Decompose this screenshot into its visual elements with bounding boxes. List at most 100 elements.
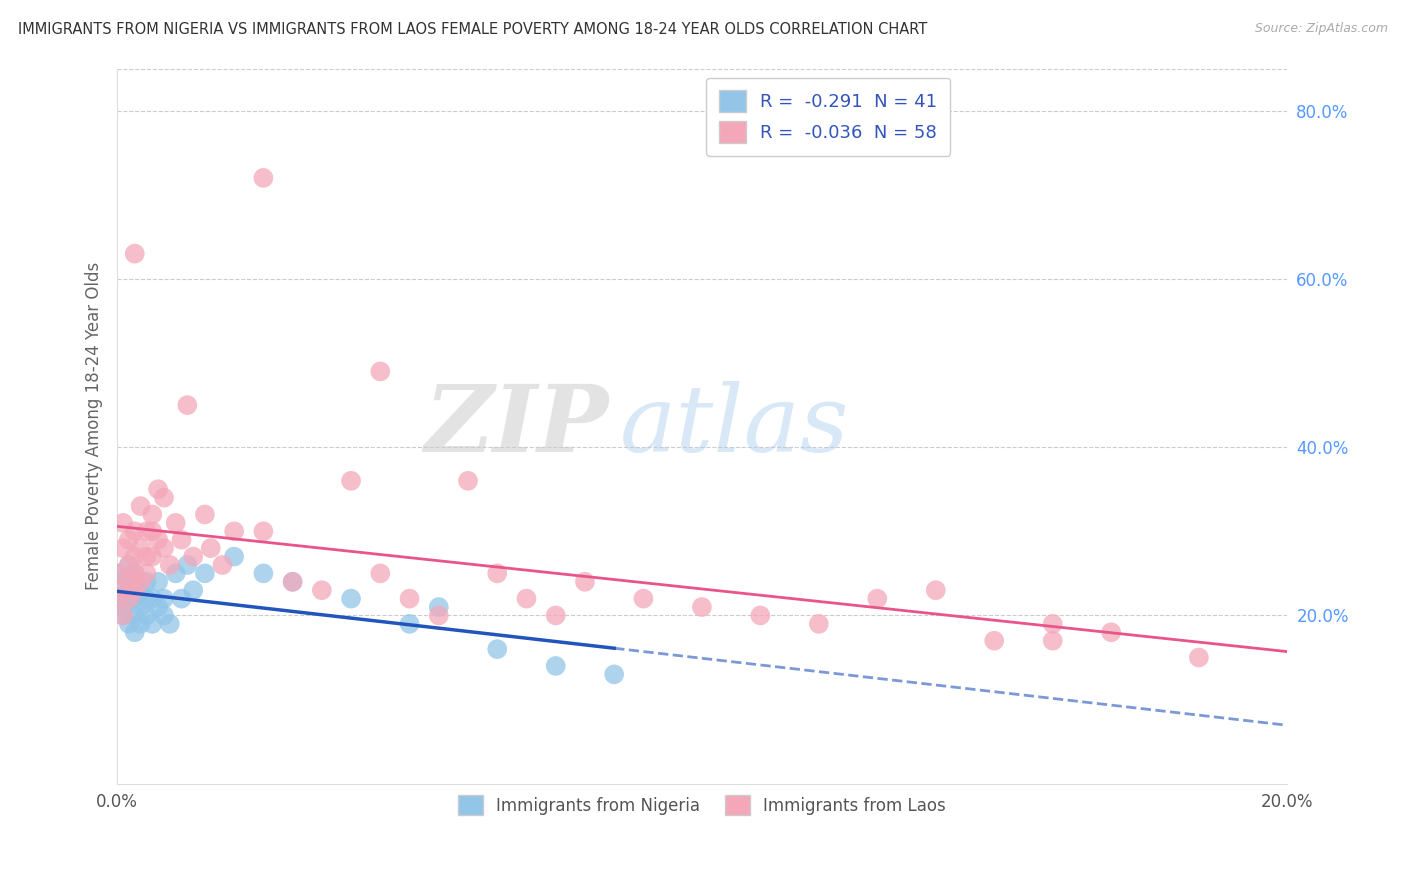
Point: [146, 482, 169, 496]
Point: [176, 558, 198, 572]
Point: [146, 533, 169, 547]
Point: [124, 246, 146, 260]
Point: [153, 608, 176, 623]
Point: [129, 600, 152, 615]
Point: [368, 364, 391, 378]
Point: [176, 398, 198, 412]
Point: [224, 549, 246, 564]
Point: [153, 591, 176, 606]
Point: [124, 625, 146, 640]
Point: [340, 474, 363, 488]
Point: [1042, 633, 1064, 648]
Point: [135, 574, 157, 589]
Point: [544, 659, 567, 673]
Legend: Immigrants from Nigeria, Immigrants from Laos: Immigrants from Nigeria, Immigrants from…: [447, 785, 956, 825]
Point: [603, 667, 626, 681]
Point: [112, 583, 135, 598]
Point: [181, 549, 204, 564]
Point: [141, 549, 163, 564]
Point: [1188, 650, 1211, 665]
Point: [112, 600, 135, 615]
Point: [118, 591, 141, 606]
Point: [124, 549, 146, 564]
Point: [118, 558, 141, 572]
Point: [165, 566, 187, 581]
Point: [105, 566, 128, 581]
Point: [124, 583, 146, 598]
Point: [633, 591, 655, 606]
Point: [124, 591, 146, 606]
Point: [181, 583, 204, 598]
Point: [866, 591, 889, 606]
Point: [141, 508, 163, 522]
Point: [135, 566, 157, 581]
Point: [129, 616, 152, 631]
Point: [749, 608, 772, 623]
Point: [159, 616, 181, 631]
Point: [427, 608, 450, 623]
Point: [170, 591, 193, 606]
Point: [690, 600, 713, 615]
Point: [153, 541, 176, 556]
Point: [129, 574, 152, 589]
Point: [135, 608, 157, 623]
Point: [112, 541, 135, 556]
Point: [368, 566, 391, 581]
Point: [118, 558, 141, 572]
Point: [118, 533, 141, 547]
Point: [544, 608, 567, 623]
Point: [129, 583, 152, 598]
Point: [118, 616, 141, 631]
Text: Source: ZipAtlas.com: Source: ZipAtlas.com: [1254, 22, 1388, 36]
Point: [112, 608, 135, 623]
Point: [398, 616, 420, 631]
Point: [252, 170, 274, 185]
Point: [124, 574, 146, 589]
Point: [281, 574, 304, 589]
Point: [252, 524, 274, 539]
Point: [124, 566, 146, 581]
Point: [112, 516, 135, 530]
Point: [112, 608, 135, 623]
Point: [515, 591, 537, 606]
Point: [135, 524, 157, 539]
Point: [105, 566, 128, 581]
Point: [153, 491, 176, 505]
Point: [457, 474, 479, 488]
Point: [105, 591, 128, 606]
Point: [925, 583, 948, 598]
Point: [146, 600, 169, 615]
Text: ZIP: ZIP: [425, 381, 609, 471]
Point: [340, 591, 363, 606]
Point: [118, 591, 141, 606]
Point: [112, 574, 135, 589]
Point: [141, 616, 163, 631]
Point: [118, 583, 141, 598]
Point: [574, 574, 596, 589]
Point: [124, 524, 146, 539]
Point: [252, 566, 274, 581]
Point: [135, 591, 157, 606]
Point: [281, 574, 304, 589]
Point: [146, 574, 169, 589]
Point: [311, 583, 333, 598]
Point: [129, 499, 152, 513]
Point: [165, 516, 187, 530]
Point: [427, 600, 450, 615]
Point: [398, 591, 420, 606]
Point: [200, 541, 222, 556]
Point: [124, 608, 146, 623]
Point: [124, 566, 146, 581]
Text: atlas: atlas: [620, 381, 849, 471]
Point: [224, 524, 246, 539]
Y-axis label: Female Poverty Among 18-24 Year Olds: Female Poverty Among 18-24 Year Olds: [86, 262, 103, 591]
Point: [105, 591, 128, 606]
Point: [486, 642, 509, 657]
Point: [159, 558, 181, 572]
Point: [983, 633, 1005, 648]
Point: [194, 508, 217, 522]
Point: [141, 591, 163, 606]
Point: [486, 566, 509, 581]
Point: [807, 616, 830, 631]
Point: [129, 541, 152, 556]
